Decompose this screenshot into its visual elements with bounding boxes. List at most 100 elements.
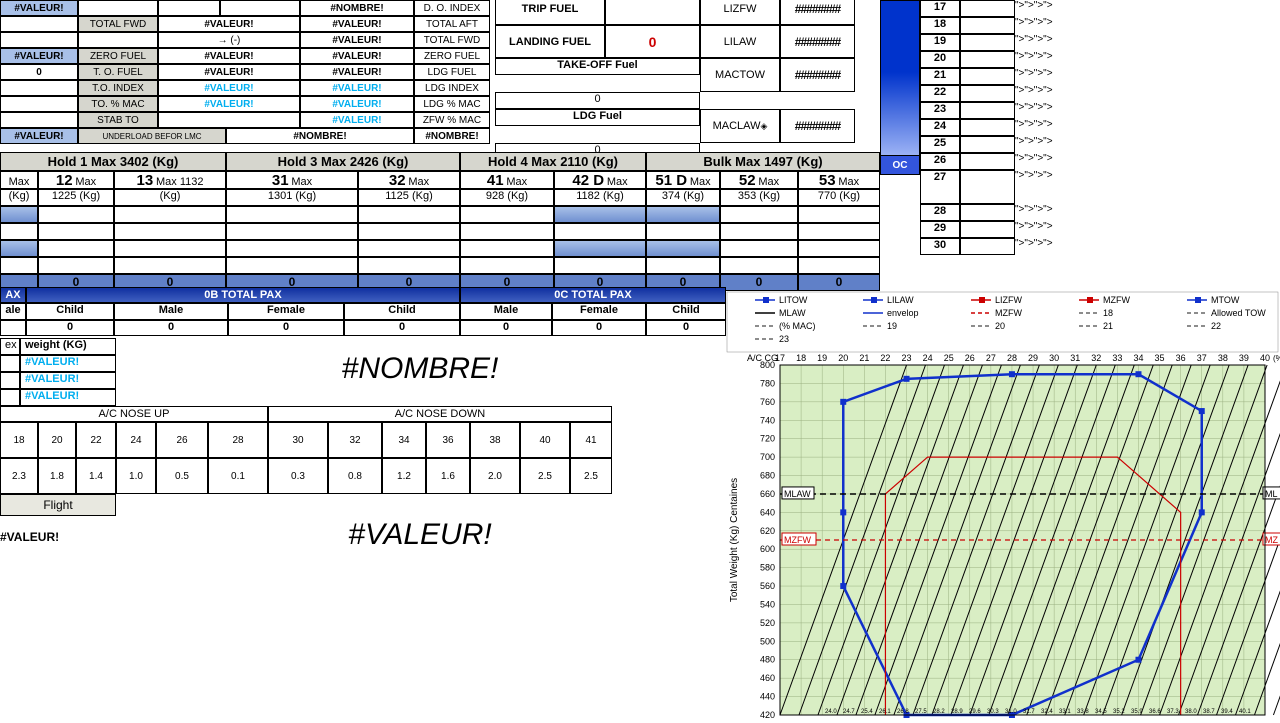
svg-text:420: 420 — [760, 710, 775, 720]
svg-text:520: 520 — [760, 618, 775, 628]
svg-text:460: 460 — [760, 673, 775, 683]
row-num: 22 — [920, 85, 960, 102]
svg-text:MZ: MZ — [1265, 535, 1278, 545]
pax-val: 0 — [552, 320, 646, 336]
grid-cell — [78, 32, 158, 48]
row-num: 30 — [920, 238, 960, 255]
svg-text:32.4: 32.4 — [1041, 709, 1053, 715]
grid-cell: #VALEUR! — [300, 64, 414, 80]
svg-text:500: 500 — [760, 636, 775, 646]
svg-text:660: 660 — [760, 489, 775, 499]
svg-text:30: 30 — [1049, 353, 1059, 363]
svg-text:720: 720 — [760, 434, 775, 444]
svg-text:31: 31 — [1070, 353, 1080, 363]
pax-col: Child — [344, 303, 460, 320]
svg-text:39: 39 — [1239, 353, 1249, 363]
row-num: 27 — [920, 170, 960, 204]
svg-text:620: 620 — [760, 526, 775, 536]
svg-text:580: 580 — [760, 563, 775, 573]
svg-text:34.5: 34.5 — [1095, 709, 1107, 715]
grid-cell — [158, 112, 300, 128]
svg-text:22: 22 — [880, 353, 890, 363]
svg-text:MLAW: MLAW — [779, 308, 806, 318]
grid-cell: ZERO FUEL — [414, 48, 490, 64]
pax-val: 0 — [228, 320, 344, 336]
row-num: 21 — [920, 68, 960, 85]
grid-cell: #VALEUR! — [158, 96, 300, 112]
pax-col: Child — [26, 303, 114, 320]
svg-text:35: 35 — [1155, 353, 1165, 363]
svg-text:LILAW: LILAW — [887, 295, 914, 305]
svg-text:38: 38 — [1218, 353, 1228, 363]
svg-text:LITOW: LITOW — [779, 295, 808, 305]
svg-text:36: 36 — [1176, 353, 1186, 363]
svg-text:800: 800 — [760, 360, 775, 370]
hold-column: 12 Max 1225 (Kg) 0 — [38, 171, 114, 291]
error-nombre-large: #NOMBRE! — [200, 352, 640, 386]
grid-cell: #VALEUR! — [300, 16, 414, 32]
svg-text:440: 440 — [760, 692, 775, 702]
svg-text:31.0: 31.0 — [1005, 709, 1017, 715]
svg-text:560: 560 — [760, 581, 775, 591]
svg-text:20: 20 — [838, 353, 848, 363]
svg-text:25.4: 25.4 — [861, 709, 873, 715]
grid-cell: #VALEUR! — [158, 80, 300, 96]
grid-cell: T.O. INDEX — [78, 80, 158, 96]
svg-text:18: 18 — [796, 353, 806, 363]
svg-text:24.7: 24.7 — [843, 709, 855, 715]
svg-text:680: 680 — [760, 471, 775, 481]
pax-group: 0B TOTAL PAX — [26, 287, 460, 303]
svg-text:26.1: 26.1 — [879, 709, 891, 715]
svg-text:MZFW: MZFW — [1103, 295, 1130, 305]
pax-val: 0 — [344, 320, 460, 336]
grid-cell — [0, 112, 78, 128]
svg-text:760: 760 — [760, 397, 775, 407]
row-num: 18 — [920, 17, 960, 34]
svg-text:21: 21 — [1103, 321, 1113, 331]
grid-cell: #VALEUR! — [300, 80, 414, 96]
grid-cell: #VALEUR! — [300, 96, 414, 112]
svg-text:26.8: 26.8 — [897, 709, 909, 715]
svg-text:24.0: 24.0 — [825, 709, 837, 715]
pax-col: ale — [0, 303, 26, 320]
svg-text:38.7: 38.7 — [1203, 709, 1215, 715]
svg-text:23: 23 — [902, 353, 912, 363]
pax-header: AX0B TOTAL PAX0C TOTAL PAX — [0, 287, 726, 303]
svg-text:39.4: 39.4 — [1221, 709, 1233, 715]
row-num: 29 — [920, 221, 960, 238]
svg-text:29.6: 29.6 — [969, 709, 981, 715]
grid-cell: ZERO FUEL — [78, 48, 158, 64]
svg-text:25: 25 — [944, 353, 954, 363]
flight-value: #VALEUR! — [0, 530, 59, 544]
pax-col: Male — [114, 303, 228, 320]
svg-text:27.5: 27.5 — [915, 709, 927, 715]
row-num: 17 — [920, 0, 960, 17]
svg-text:Allowed TOW: Allowed TOW — [1211, 308, 1266, 318]
hold-column: 32 Max 1125 (Kg) 0 — [358, 171, 460, 291]
grid-cell — [78, 0, 158, 16]
grid-cell: #VALEUR! — [158, 16, 300, 32]
svg-text:24: 24 — [923, 353, 933, 363]
grid-cell: #VALEUR! — [0, 0, 78, 16]
nose-trim-table: A/C NOSE UPA/C NOSE DOWN1820222426283032… — [0, 406, 612, 494]
svg-text:28.2: 28.2 — [933, 709, 945, 715]
hold-column: 52 Max 353 (Kg) 0 — [720, 171, 798, 291]
pax-val: 0 — [26, 320, 114, 336]
svg-text:37: 37 — [1197, 353, 1207, 363]
flight-label: Flight — [0, 494, 116, 516]
svg-text:740: 740 — [760, 415, 775, 425]
svg-text:envelop: envelop — [887, 308, 919, 318]
grid-cell: #VALEUR! — [300, 48, 414, 64]
hold-column: 41 Max 928 (Kg) 0 — [460, 171, 554, 291]
grid-cell: D. O. INDEX — [414, 0, 490, 16]
svg-text:33: 33 — [1112, 353, 1122, 363]
weight-small-table: exweight (KG)#VALEUR!#VALEUR!#VALEUR! — [0, 338, 116, 406]
grid-cell — [220, 0, 300, 16]
hold-column: 53 Max 770 (Kg) 0 — [798, 171, 880, 291]
grid-cell: ZFW % MAC — [414, 112, 490, 128]
svg-text:Total Weight (Kg) Centain: Total Weight (Kg) Centaines — [729, 478, 740, 602]
svg-text:40.1: 40.1 — [1239, 709, 1251, 715]
hold-column: Max (Kg) — [0, 171, 38, 291]
svg-text:33.1: 33.1 — [1059, 709, 1071, 715]
svg-text:19: 19 — [887, 321, 897, 331]
